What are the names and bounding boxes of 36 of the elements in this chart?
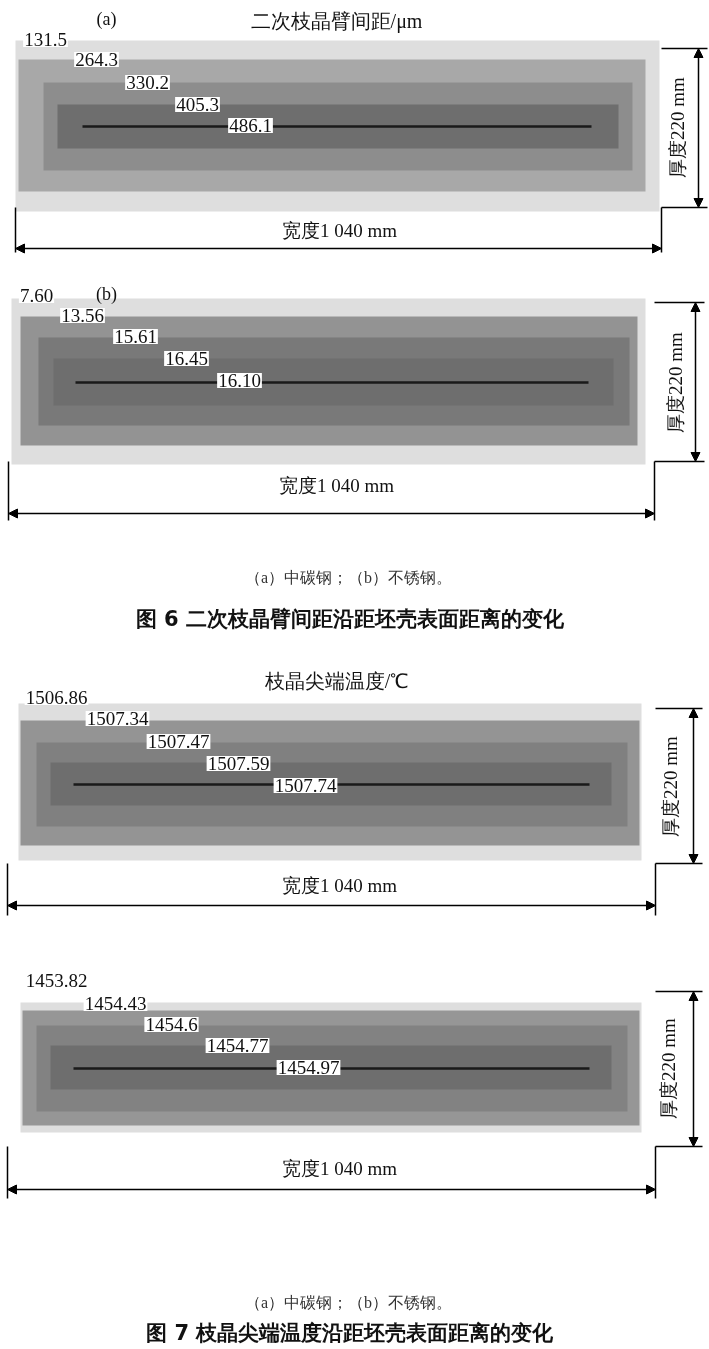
text: 枝晶尖端温度/℃ <box>263 669 409 692</box>
text: 宽度1 040 mm <box>278 475 395 496</box>
data-label: 1506.86 <box>25 687 88 708</box>
data-label: 16.45 <box>165 348 208 369</box>
data-label: 13.56 <box>61 305 104 326</box>
data-label: 405.3 <box>176 94 219 115</box>
text: （a）中碳钢；（b）不锈钢。 <box>244 569 453 586</box>
data-label: 131.5 <box>24 29 67 50</box>
text: （a）中碳钢；（b）不锈钢。 <box>244 1294 453 1311</box>
data-label: 1507.47 <box>147 731 210 752</box>
text: 宽度1 040 mm <box>281 1158 398 1179</box>
data-label: 16.10 <box>218 370 261 391</box>
text: 厚度220 mm <box>660 735 681 837</box>
data-label: 1454.77 <box>206 1035 269 1056</box>
data-label: 330.2 <box>126 72 169 93</box>
text: 厚度220 mm <box>665 331 686 433</box>
data-label: 1507.74 <box>274 775 337 796</box>
text: 厚度220 mm <box>667 76 688 178</box>
text: (a) <box>96 8 117 30</box>
data-label: 7.60 <box>19 285 54 306</box>
caption: 图 6 二次枝晶臂间距沿距坯壳表面距离的变化 <box>135 606 565 631</box>
data-label: 1453.82 <box>25 970 88 991</box>
data-label: 1454.97 <box>277 1057 340 1078</box>
data-label: 486.1 <box>229 115 272 136</box>
data-label: 1507.59 <box>207 753 270 774</box>
text: 宽度1 040 mm <box>281 875 398 896</box>
text: 厚度220 mm <box>658 1017 679 1119</box>
text: (b) <box>96 283 118 305</box>
data-label: 1454.43 <box>84 993 147 1014</box>
caption: 图 7 枝晶尖端温度沿距坯壳表面距离的变化 <box>146 1320 555 1345</box>
data-label: 264.3 <box>75 49 118 70</box>
text: 宽度1 040 mm <box>281 220 398 241</box>
data-label: 15.61 <box>114 326 157 347</box>
data-label: 1507.34 <box>86 708 149 729</box>
data-label: 1454.6 <box>145 1014 198 1035</box>
text: 二次枝晶臂间距/μm <box>250 9 423 33</box>
